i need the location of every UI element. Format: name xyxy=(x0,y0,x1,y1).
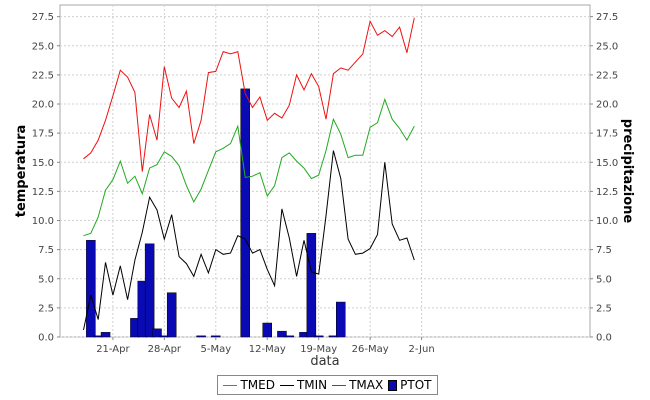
legend-label-tmin: TMIN xyxy=(296,378,328,392)
bar-ptot xyxy=(240,88,250,338)
legend-label-ptot: PTOT xyxy=(400,378,432,392)
legend-item-ptot: PTOT xyxy=(388,378,432,392)
legend-swatch-tmed xyxy=(223,384,238,386)
legend-label-tmed: TMED xyxy=(240,378,275,392)
left-axis-ticks: 0.0 2.5 5.0 7.5 10.0 12.5 15.0 17.5 20.0 22.5 25.0… xyxy=(32,12,60,344)
y-tick-label-right: 20.0 xyxy=(596,100,618,111)
bar-ptot xyxy=(336,301,346,338)
y-tick-label-left: 2.5 xyxy=(38,303,54,314)
legend-swatch-ptot xyxy=(388,379,398,391)
x-tick-label: 19-May xyxy=(300,344,337,355)
x-tick-label: 2-Jun xyxy=(409,344,435,355)
line-tmin xyxy=(83,150,415,331)
y-tick-label-right: 22.5 xyxy=(596,70,618,81)
y-tick-label-right: 2.5 xyxy=(596,303,612,314)
y-axis-title-left: temperatura xyxy=(14,125,29,218)
x-tick-label: 21-Apr xyxy=(96,344,130,355)
temperature-lines xyxy=(83,17,415,331)
bar-ptot xyxy=(313,335,324,338)
y-tick-label-right: 15.0 xyxy=(596,158,618,169)
bar-ptot xyxy=(277,330,287,338)
x-axis-title: data xyxy=(310,354,339,369)
y-tick-label-left: 12.5 xyxy=(32,187,54,198)
y-tick-label-right: 0.0 xyxy=(596,333,612,344)
legend-item-tmax: TMAX xyxy=(332,378,383,392)
line-tmed xyxy=(83,97,415,237)
bar-ptot xyxy=(196,335,206,338)
y-axis-title-right: precipitazione xyxy=(620,119,635,224)
legend-label-tmax: TMAX xyxy=(349,378,384,392)
x-tick-label: 5-May xyxy=(200,344,231,355)
bar-ptot xyxy=(86,240,96,338)
y-tick-label-left: 22.5 xyxy=(32,70,54,81)
precipitation-bars xyxy=(86,88,346,338)
y-tick-label-right: 27.5 xyxy=(596,12,618,23)
y-tick-label-left: 25.0 xyxy=(32,41,54,52)
bar-ptot xyxy=(284,335,295,338)
bar-ptot xyxy=(306,233,317,338)
grid-lines xyxy=(60,5,590,338)
x-axis-ticks: 21-Apr 28-Apr 5-May 12-May 19-May 26-May 2-Jun xyxy=(96,337,435,355)
y-tick-label-right: 17.5 xyxy=(596,129,618,140)
line-tmax xyxy=(83,17,415,172)
y-tick-label-right: 12.5 xyxy=(596,187,618,198)
x-tick-label: 26-May xyxy=(352,344,389,355)
y-tick-label-right: 25.0 xyxy=(596,41,618,52)
legend: TMED TMIN TMAX PTOT xyxy=(217,375,438,395)
y-tick-label-right: 10.0 xyxy=(596,216,618,227)
bar-ptot xyxy=(144,243,155,338)
y-tick-label-left: 7.5 xyxy=(38,245,54,256)
bar-ptot xyxy=(166,292,177,338)
bar-ptot xyxy=(100,332,111,338)
y-tick-label-right: 5.0 xyxy=(596,274,612,285)
y-tick-label-left: 27.5 xyxy=(32,12,54,23)
legend-swatch-tmax xyxy=(332,384,347,386)
x-tick-label: 12-May xyxy=(249,344,286,355)
x-tick-label: 28-Apr xyxy=(148,344,182,355)
y-tick-label-left: 15.0 xyxy=(32,158,54,169)
y-tick-label-right: 7.5 xyxy=(596,245,612,256)
y-tick-label-left: 10.0 xyxy=(32,216,54,227)
legend-item-tmin: TMIN xyxy=(279,378,328,392)
y-tick-label-left: 5.0 xyxy=(38,274,54,285)
y-tick-label-left: 20.0 xyxy=(32,100,54,111)
legend-item-tmed: TMED xyxy=(223,378,275,392)
right-axis-ticks: 0.0 2.5 5.0 7.5 10.0 12.5 15.0 17.5 20.0 22.5 25.0… xyxy=(590,12,618,344)
bar-ptot xyxy=(211,335,221,338)
y-tick-label-left: 17.5 xyxy=(32,129,54,140)
bar-ptot xyxy=(262,322,272,338)
y-tick-label-left: 0.0 xyxy=(38,333,54,344)
bar-ptot xyxy=(152,328,162,338)
chart: 0.0 2.5 5.0 7.5 10.0 12.5 15.0 17.5 20.0 22.5 25.0… xyxy=(14,4,635,369)
legend-swatch-tmin xyxy=(279,384,294,386)
